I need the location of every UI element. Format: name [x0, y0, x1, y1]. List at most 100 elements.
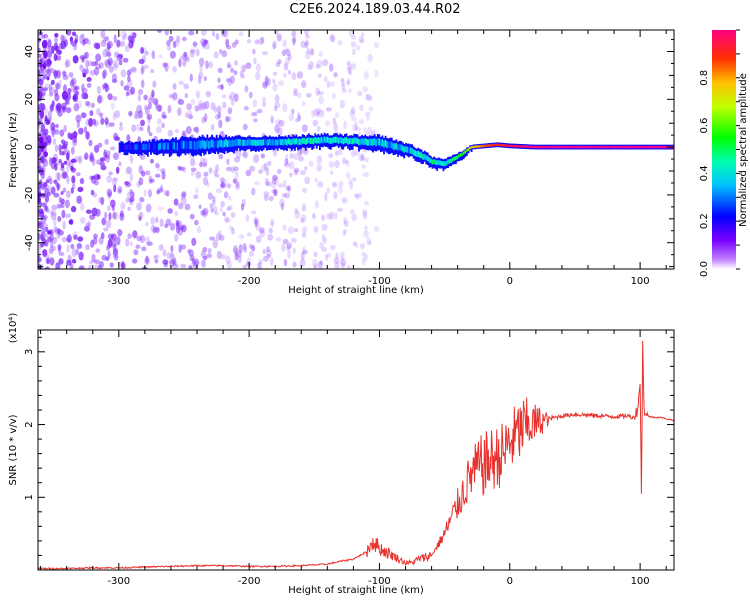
speckle-mark: [207, 248, 212, 254]
speckle-mark: [53, 226, 58, 232]
ridge-core-mark: [628, 145, 631, 149]
speckle-mark: [44, 115, 48, 122]
speckle-mark: [118, 161, 122, 167]
speckle-mark: [53, 153, 58, 162]
speckle-mark: [367, 53, 374, 63]
speckle-mark: [281, 193, 287, 198]
ridge-core-mark: [336, 136, 338, 143]
speckle-mark: [169, 259, 175, 268]
ridge-core-mark: [417, 150, 420, 157]
speckle-mark: [231, 227, 235, 235]
ridge-core-mark: [143, 144, 146, 151]
speckle-mark: [204, 43, 211, 50]
ridge-core-mark: [215, 139, 218, 147]
ridge-core-mark: [561, 145, 564, 149]
speckle-mark: [150, 158, 154, 164]
ridge-core-mark: [658, 145, 661, 149]
speckle-mark: [181, 224, 187, 233]
speckle-mark: [304, 166, 308, 171]
speckle-mark: [239, 70, 244, 76]
ridge-core-mark: [578, 145, 581, 149]
ridge-core-mark: [348, 138, 351, 145]
speckle-mark: [126, 69, 131, 77]
speckle-mark: [175, 262, 180, 269]
speckle-mark: [38, 199, 41, 205]
speckle-mark: [184, 93, 188, 99]
speckle-mark: [195, 187, 199, 195]
speckle-mark: [63, 124, 67, 133]
speckle-mark: [66, 234, 72, 243]
ridge-core-mark: [390, 141, 393, 149]
speckle-mark: [334, 150, 339, 157]
speckle-mark: [325, 107, 332, 112]
speckle-mark: [301, 188, 308, 193]
ridge-core-mark: [447, 159, 449, 165]
speckle-mark: [38, 191, 42, 198]
speckle-mark: [148, 102, 152, 110]
ridge-core-mark: [290, 139, 293, 146]
speckle-mark: [72, 136, 77, 144]
speckle-mark: [111, 78, 118, 84]
ridge-core-mark: [650, 145, 653, 149]
speckle-mark: [300, 217, 305, 224]
speckle-mark: [154, 173, 161, 178]
speckle-mark: [334, 211, 338, 221]
speckle-mark: [349, 109, 356, 118]
ridge-core-mark: [647, 145, 650, 149]
speckle-mark: [228, 195, 232, 201]
speckle-mark: [177, 107, 182, 116]
ridge-core-mark: [161, 142, 163, 150]
speckle-mark: [77, 236, 84, 242]
speckle-mark: [374, 41, 379, 49]
speckle-mark: [224, 218, 231, 223]
speckle-mark: [170, 223, 176, 231]
ridge-core-mark: [298, 138, 301, 145]
ridge-core-mark: [142, 144, 145, 150]
ridge-core-mark: [419, 151, 421, 158]
speckle-mark: [304, 30, 309, 36]
speckle-mark: [195, 48, 200, 57]
speckle-mark: [105, 120, 110, 129]
speckle-mark: [304, 41, 309, 49]
speckle-mark: [112, 112, 117, 121]
speckle-mark: [195, 126, 200, 134]
ridge-core-mark: [364, 138, 367, 145]
speckle-mark: [328, 63, 334, 73]
speckle-mark: [343, 216, 347, 225]
speckle-mark: [38, 233, 41, 242]
speckle-mark: [358, 154, 365, 162]
ridge-core-mark: [500, 143, 503, 147]
speckle-mark: [179, 166, 185, 171]
speckle-mark: [262, 96, 266, 103]
speckle-mark: [238, 31, 244, 37]
speckle-mark: [109, 146, 116, 151]
speckle-mark: [258, 169, 263, 174]
speckle-mark: [152, 225, 156, 235]
speckle-mark: [227, 107, 233, 115]
speckle-mark: [274, 94, 280, 103]
speckle-mark: [204, 113, 208, 122]
speckle-mark: [282, 224, 287, 231]
speckle-mark: [57, 244, 62, 250]
ridge-core-mark: [218, 139, 221, 147]
speckle-mark: [321, 214, 326, 221]
speckle-mark: [311, 109, 315, 119]
speckle-mark: [73, 55, 79, 63]
ridge-core-mark: [259, 139, 262, 146]
speckle-mark: [108, 65, 114, 73]
ridge-core-mark: [283, 139, 285, 146]
speckle-mark: [38, 68, 44, 77]
speckle-mark: [284, 157, 288, 167]
x-tick-label: -200: [238, 276, 261, 287]
ridge-core-mark: [289, 139, 292, 146]
speckle-mark: [49, 257, 55, 266]
ridge-core-mark: [279, 139, 282, 146]
speckle-mark: [119, 212, 125, 221]
speckle-mark: [81, 38, 86, 46]
speckle-mark: [39, 64, 45, 71]
ridge-core-mark: [278, 138, 281, 145]
speckle-mark: [71, 131, 78, 137]
speckle-mark: [55, 123, 59, 128]
speckle-mark: [117, 185, 123, 193]
